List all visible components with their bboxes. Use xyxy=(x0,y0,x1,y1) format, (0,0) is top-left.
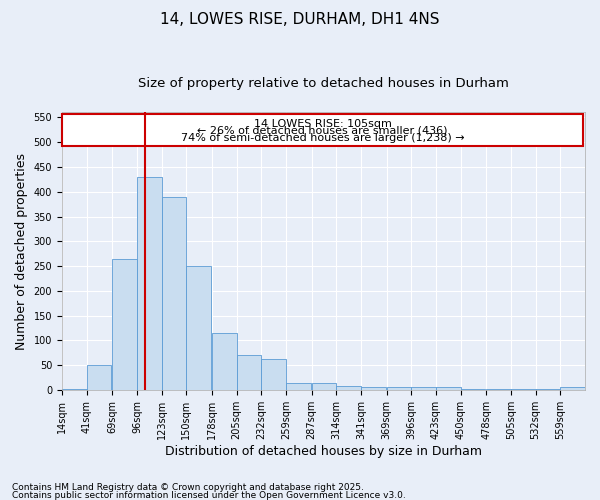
Bar xyxy=(212,333,236,390)
Bar xyxy=(536,389,560,390)
Bar xyxy=(86,365,111,390)
Bar xyxy=(286,383,311,390)
Bar xyxy=(186,266,211,390)
Bar xyxy=(236,355,261,390)
Bar xyxy=(411,388,436,390)
Text: 14 LOWES RISE: 105sqm: 14 LOWES RISE: 105sqm xyxy=(254,119,391,129)
Text: ← 26% of detached houses are smaller (436): ← 26% of detached houses are smaller (43… xyxy=(197,126,448,136)
FancyBboxPatch shape xyxy=(62,114,583,146)
Bar xyxy=(560,388,585,390)
Bar xyxy=(311,383,336,390)
Bar xyxy=(486,389,511,390)
Text: Contains public sector information licensed under the Open Government Licence v3: Contains public sector information licen… xyxy=(12,490,406,500)
Text: 14, LOWES RISE, DURHAM, DH1 4NS: 14, LOWES RISE, DURHAM, DH1 4NS xyxy=(160,12,440,28)
Text: 74% of semi-detached houses are larger (1,238) →: 74% of semi-detached houses are larger (… xyxy=(181,133,464,143)
Bar xyxy=(436,388,461,390)
X-axis label: Distribution of detached houses by size in Durham: Distribution of detached houses by size … xyxy=(165,444,482,458)
Bar xyxy=(386,388,411,390)
Bar xyxy=(261,359,286,390)
Bar xyxy=(161,196,186,390)
Y-axis label: Number of detached properties: Number of detached properties xyxy=(15,152,28,350)
Bar xyxy=(62,389,86,390)
Bar xyxy=(511,389,536,390)
Bar xyxy=(361,388,386,390)
Text: Contains HM Land Registry data © Crown copyright and database right 2025.: Contains HM Land Registry data © Crown c… xyxy=(12,484,364,492)
Bar xyxy=(112,258,137,390)
Bar xyxy=(137,177,161,390)
Title: Size of property relative to detached houses in Durham: Size of property relative to detached ho… xyxy=(138,78,509,90)
Bar xyxy=(336,386,361,390)
Bar xyxy=(461,389,485,390)
